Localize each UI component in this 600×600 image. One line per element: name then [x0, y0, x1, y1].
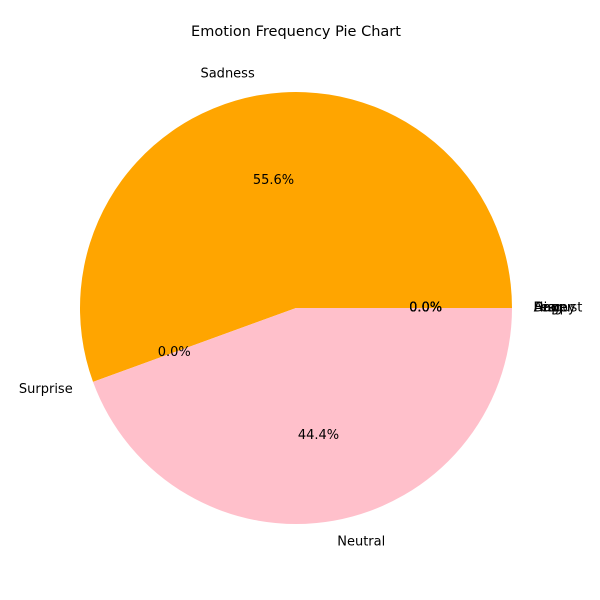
percent-label-disgust: 0.0%: [409, 301, 442, 316]
percent-label-happy: 0.0%: [409, 301, 442, 316]
labels-group: Sadness 55.6% Surprise 0.0% Neutral 44.4% Happ…: [19, 67, 582, 550]
slice-label-fear: Fear: [534, 301, 563, 316]
slice-label-happy: Happy: [534, 301, 576, 316]
percent-label-neutral: 44.4%: [298, 428, 339, 443]
slice-label-surprise: Surprise: [19, 382, 73, 397]
slice-label-disgust: Disgust: [534, 301, 583, 316]
percent-label-sadness: 55.6%: [253, 173, 294, 188]
chart-title: Emotion Frequency Pie Chart: [191, 24, 401, 40]
slice-label-sadness: Sadness: [200, 67, 254, 82]
slice-label-neutral: Neutral: [337, 534, 385, 549]
percent-label-fear: 0.0%: [409, 301, 442, 316]
slices-group: [80, 91, 513, 524]
slice-label-anger: Anger: [534, 301, 573, 316]
percent-label-anger: 0.0%: [409, 301, 442, 316]
slice-sadness: [80, 91, 513, 382]
percent-label-surprise: 0.0%: [158, 345, 191, 360]
slice-neutral: [93, 308, 512, 524]
